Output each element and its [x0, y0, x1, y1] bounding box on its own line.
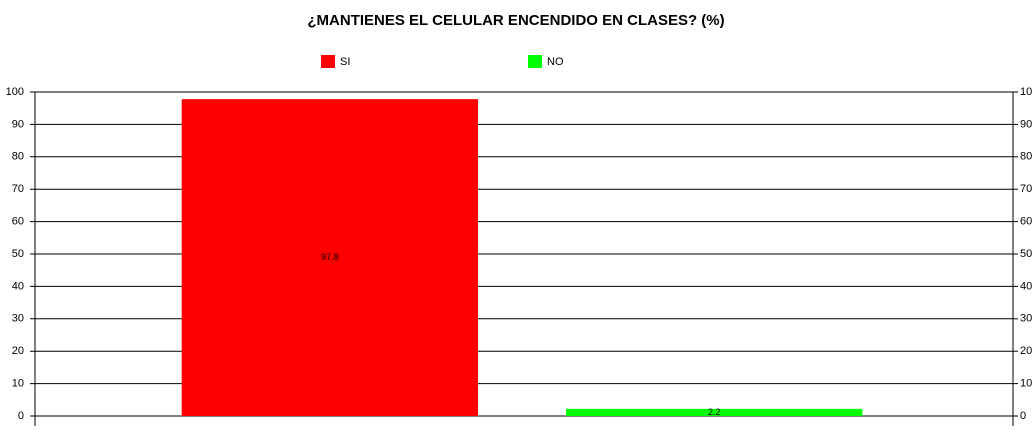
y-tick-label: 100: [6, 86, 24, 98]
y-tick-label: 40: [12, 280, 24, 292]
y-tick-label: 90: [12, 118, 24, 130]
y2-tick-label: 40: [1020, 280, 1032, 292]
legend-swatch: [528, 55, 542, 68]
y-tick-label: 20: [12, 345, 24, 357]
value-label: 97.8: [321, 252, 339, 262]
legend-label: SI: [340, 56, 350, 68]
y2-tick-label: 70: [1020, 183, 1032, 195]
bar: [181, 99, 479, 417]
y2-tick-label: 20: [1020, 345, 1032, 357]
y-tick-label: 0: [18, 410, 24, 422]
y2-tick-label: 0: [1020, 410, 1026, 422]
bar: [566, 408, 863, 416]
y2-tick-label: 100: [1020, 86, 1032, 98]
y-tick-label: 80: [12, 151, 24, 163]
y2-tick-label: 90: [1020, 118, 1032, 130]
chart-title: ¿MANTIENES EL CELULAR ENCENDIDO EN CLASE…: [307, 12, 724, 29]
y2-tick-label: 80: [1020, 151, 1032, 163]
y-tick-label: 70: [12, 183, 24, 195]
y-tick-label: 10: [12, 378, 24, 390]
y2-tick-label: 10: [1020, 378, 1032, 390]
legend-swatch: [321, 55, 335, 68]
y-tick-label: 60: [12, 216, 24, 228]
y2-tick-label: 30: [1020, 313, 1032, 325]
y-tick-label: 50: [12, 248, 24, 260]
y2-tick-label: 50: [1020, 248, 1032, 260]
legend-label: NO: [547, 56, 564, 68]
y-tick-label: 30: [12, 313, 24, 325]
value-label: 2.2: [708, 407, 721, 417]
y2-tick-label: 60: [1020, 216, 1032, 228]
